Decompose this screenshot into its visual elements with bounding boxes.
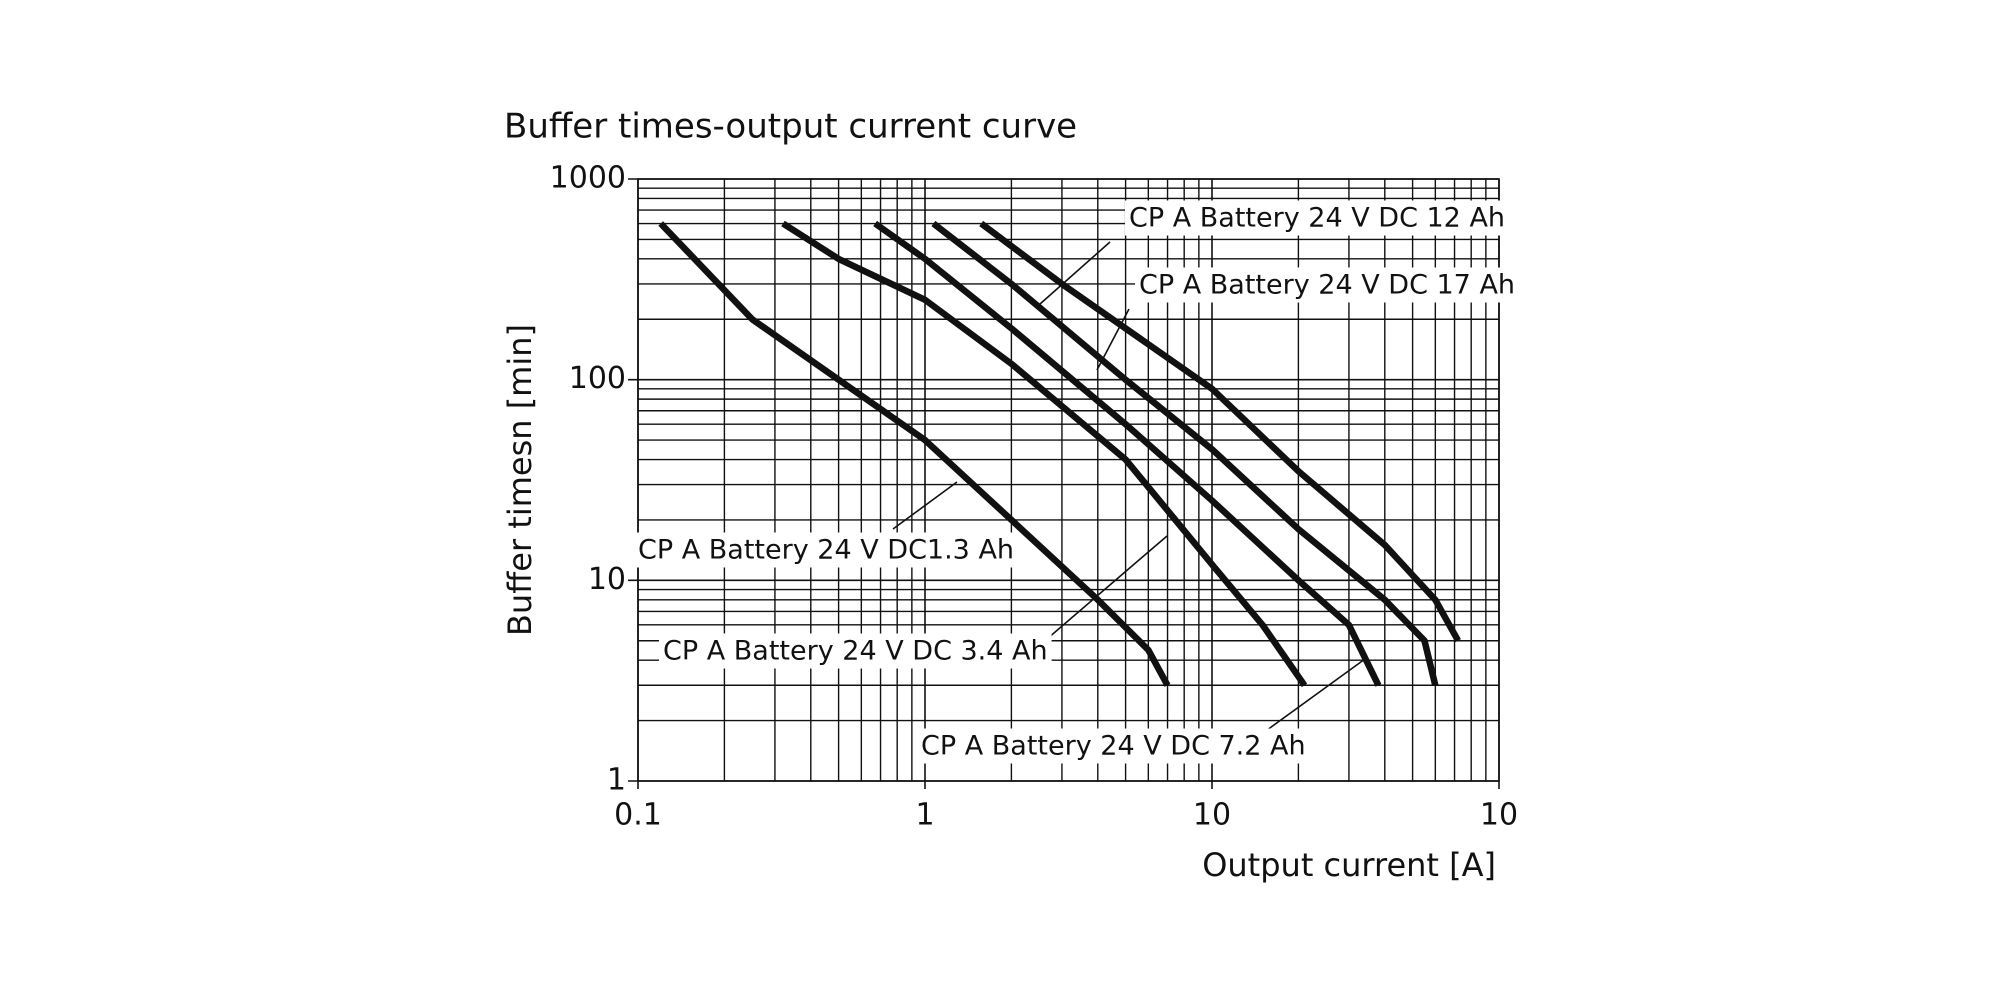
series-line: [781, 220, 1308, 688]
leader-line: [892, 481, 958, 530]
leader-line: [1262, 658, 1366, 734]
y-axis-label: Buffer timesn [min]: [501, 324, 539, 636]
y-tick-label: 1: [607, 763, 626, 798]
series-label: CP A Battery 24 V DC 12 Ah: [1129, 203, 1505, 234]
x-tick-label: 10: [1480, 798, 1518, 833]
series-line: [658, 221, 1171, 687]
callout: CP A Battery 24 V DC 12 Ah: [1125, 200, 1510, 236]
y-tick-label: 10: [588, 562, 626, 597]
leader-line: [1039, 241, 1111, 305]
x-tick-label: 0.1: [614, 798, 662, 833]
plot-frame: [637, 178, 1500, 782]
x-tick-label: 1: [915, 798, 934, 833]
series-label: CP A Battery 24 V DC 17 Ah: [1139, 270, 1515, 301]
chart-title: Buffer times-output current curve: [504, 107, 1077, 147]
callout: CP A Battery 24 V DC1.3 Ah: [634, 532, 1019, 568]
callout: CP A Battery 24 V DC 3.4 Ah: [659, 633, 1052, 669]
callout-bg: [659, 633, 1052, 669]
x-tick-label: 10: [1193, 798, 1231, 833]
callout-bg: [1125, 200, 1510, 236]
callout-bg: [917, 728, 1310, 764]
leader-line: [1032, 535, 1168, 652]
series-line: [931, 220, 1439, 687]
y-tick-label: 1000: [550, 161, 626, 196]
callout: CP A Battery 24 V DC 7.2 Ah: [917, 728, 1310, 764]
series-label: CP A Battery 24 V DC 7.2 Ah: [921, 731, 1306, 762]
callout-bg: [634, 532, 1019, 568]
series-line: [873, 220, 1382, 687]
leader-line: [1096, 308, 1130, 371]
series-label: CP A Battery 24 V DC1.3 Ah: [638, 535, 1014, 566]
x-axis-label: Output current [A]: [1202, 846, 1496, 884]
series-label: CP A Battery 24 V DC 3.4 Ah: [663, 636, 1048, 667]
callout-bg: [1135, 267, 1520, 303]
callout: CP A Battery 24 V DC 17 Ah: [1135, 267, 1520, 303]
y-tick-label: 100: [569, 361, 626, 396]
